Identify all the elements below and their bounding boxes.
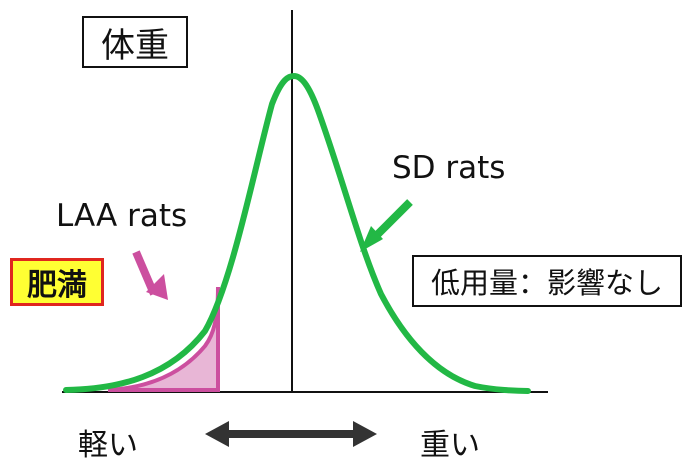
right-arrowhead (353, 421, 377, 447)
laa-pointer-arrowhead (146, 274, 168, 300)
light-label: 軽い (78, 428, 138, 463)
obesity-label: 肥満 (10, 258, 104, 306)
sd-pointer-arrow-shaft (369, 199, 413, 243)
body-weight-label: 体重 (82, 16, 188, 68)
left-arrowhead (205, 421, 229, 447)
low-dose-no-effect-label: 低用量：影響なし (412, 255, 682, 307)
sd-pointer-arrowhead (360, 226, 383, 252)
laa-rats-label: LAA rats (56, 198, 188, 234)
heavy-label: 重い (420, 428, 480, 463)
sd-distribution-curve (63, 73, 531, 394)
sd-rats-label: SD rats (392, 150, 506, 186)
